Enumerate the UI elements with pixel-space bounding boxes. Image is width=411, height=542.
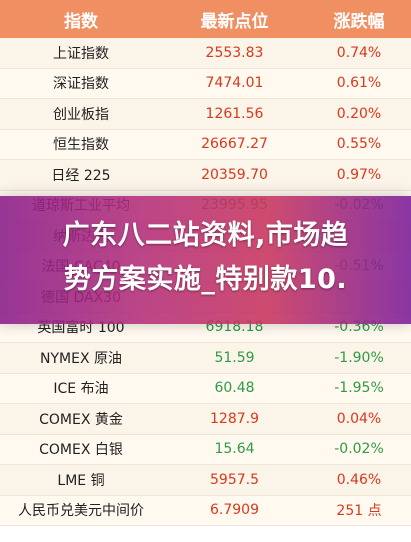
table-row: 上证指数 2553.83 0.74% (0, 38, 411, 69)
table-row: COMEX 黄金 1287.9 0.04% (0, 404, 411, 435)
index-name: 日经 225 (51, 167, 111, 184)
index-change: -0.02% (334, 441, 384, 458)
index-price: 5957.5 (210, 471, 259, 488)
table-row: 人民币兑美元中间价 6.7909 251 点 (0, 495, 411, 526)
index-change: 0.20% (336, 105, 382, 122)
index-name: 创业板指 (53, 106, 109, 123)
overlay-banner[interactable] (0, 196, 411, 324)
index-price: 6.7909 (210, 502, 259, 519)
overlay-banner-text[interactable]: 广东八二站资料,市场趋 势方案实施_特别款10. (0, 214, 411, 302)
index-change: 0.46% (336, 471, 382, 488)
index-price: 20359.70 (201, 166, 268, 183)
header-index: 指数 (64, 11, 98, 32)
index-change: 0.55% (336, 136, 382, 153)
index-change: -1.90% (334, 349, 384, 366)
index-price: 60.48 (214, 380, 255, 397)
index-change: 0.74% (336, 44, 382, 61)
index-name: LME 铜 (57, 472, 105, 489)
table-row: 深证指数 7474.01 0.61% (0, 68, 411, 99)
index-price: 51.59 (214, 349, 255, 366)
table-row: ICE 布油 60.48 -1.95% (0, 373, 411, 404)
index-name: 英国富时 100 (37, 320, 125, 337)
index-price: 26667.27 (201, 136, 268, 153)
index-name: 深证指数 (53, 76, 109, 93)
banner-line-2: 势方案实施_特别款10. (63, 264, 348, 295)
table-header: 指数 最新点位 涨跌幅 (0, 0, 411, 38)
index-name: COMEX 白银 (39, 442, 123, 459)
index-change: 251 点 (336, 503, 382, 520)
table-row: COMEX 白银 15.64 -0.02% (0, 434, 411, 465)
index-price: 1287.9 (210, 410, 259, 427)
index-name: COMEX 黄金 (39, 411, 123, 428)
index-price: 2553.83 (205, 44, 264, 61)
header-change: 涨跌幅 (333, 11, 385, 32)
index-price: 1261.56 (205, 105, 264, 122)
index-name: ICE 布油 (53, 381, 109, 398)
banner-line-1: 广东八二站资料,市场趋 (62, 220, 349, 251)
index-change: 0.97% (336, 166, 382, 183)
header-latest-price: 最新点位 (200, 11, 269, 32)
index-change: 0.04% (336, 410, 382, 427)
table-row: 日经 225 20359.70 0.97% (0, 160, 411, 191)
index-price: 7474.01 (205, 75, 264, 92)
table-row: 创业板指 1261.56 0.20% (0, 99, 411, 130)
index-name: 上证指数 (53, 45, 109, 62)
index-change: 0.61% (336, 75, 382, 92)
index-name: 人民币兑美元中间价 (18, 503, 144, 520)
table-row: 恒生指数 26667.27 0.55% (0, 129, 411, 160)
index-price: 15.64 (214, 441, 255, 458)
table-row: NYMEX 原油 51.59 -1.90% (0, 343, 411, 374)
index-change: -1.95% (334, 380, 384, 397)
index-name: 恒生指数 (53, 137, 109, 154)
index-name: NYMEX 原油 (40, 350, 122, 367)
table-row: LME 铜 5957.5 0.46% (0, 465, 411, 496)
